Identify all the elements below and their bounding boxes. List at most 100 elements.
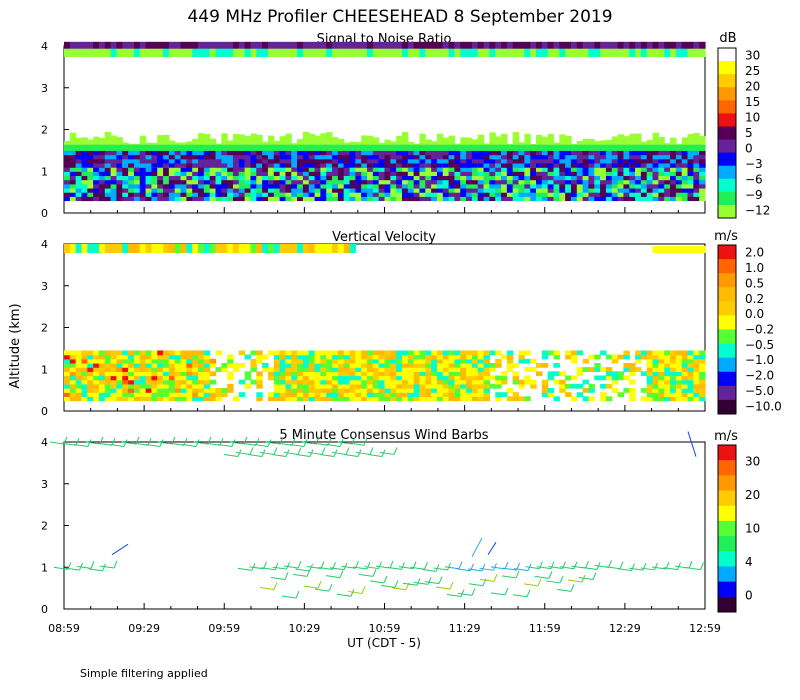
snr-cell (646, 162, 654, 168)
snr-cell (553, 48, 560, 58)
velocity-cell (687, 375, 694, 381)
snr-cell (536, 171, 543, 177)
snr-cell (221, 144, 228, 151)
snr-cell (559, 158, 566, 164)
wind-barb (351, 436, 356, 445)
velocity-cell (396, 388, 403, 393)
velocity-cell (349, 375, 356, 381)
velocity-cell (687, 371, 694, 377)
wind-barb (343, 454, 359, 458)
snr-cell (530, 192, 537, 197)
velocity-cell (378, 367, 386, 372)
snr-cell (658, 162, 665, 168)
velocity-cell (401, 388, 409, 393)
velocity-cell (163, 350, 170, 356)
velocity-cell (553, 396, 560, 402)
velocity-cell (518, 383, 525, 389)
snr-cell (349, 171, 356, 177)
snr-cell (64, 192, 71, 197)
velocity-cell (75, 244, 83, 253)
snr-cell (343, 144, 351, 151)
colorbar-unit-velocity: m/s (714, 229, 738, 244)
snr-cell (378, 167, 386, 172)
snr-cell (291, 154, 298, 160)
velocity-cell (547, 375, 555, 381)
snr-cell (553, 144, 560, 151)
snr-cell (186, 144, 193, 151)
velocity-cell (553, 379, 560, 385)
velocity-cell (151, 362, 158, 368)
velocity-cell (413, 396, 421, 402)
velocity-cell (122, 367, 129, 372)
velocity-cell (267, 350, 275, 356)
snr-cell (256, 171, 263, 177)
snr-cell (559, 134, 566, 145)
snr-cell (506, 167, 514, 172)
velocity-cell (384, 367, 391, 372)
velocity-cell (279, 388, 287, 393)
snr-cell (675, 179, 683, 185)
snr-cell (203, 179, 211, 185)
snr-cell (460, 162, 467, 168)
wind-barb (260, 567, 276, 571)
snr-cell (367, 144, 374, 151)
snr-cell (157, 150, 164, 156)
snr-cell (157, 48, 164, 58)
velocity-cell (407, 383, 415, 389)
velocity-cell (192, 367, 199, 372)
snr-cell (198, 133, 205, 145)
snr-cell (413, 175, 421, 181)
snr-cell (448, 48, 456, 58)
snr-cell (483, 41, 490, 49)
velocity-cell (285, 354, 292, 360)
velocity-cell (244, 383, 252, 389)
colorbar-swatch (718, 520, 736, 537)
velocity-cell (501, 379, 508, 385)
snr-cell (541, 167, 549, 172)
velocity-cell (337, 371, 345, 377)
snr-cell (192, 162, 199, 168)
panel-title-velocity: Vertical Velocity (332, 230, 436, 245)
snr-cell (139, 162, 147, 168)
velocity-cell (320, 379, 327, 385)
velocity-cell (693, 388, 700, 393)
snr-cell (646, 183, 654, 189)
snr-cell (192, 175, 199, 181)
snr-cell (471, 162, 479, 168)
velocity-cell (518, 396, 525, 402)
velocity-cell (646, 375, 654, 381)
snr-cell (582, 144, 590, 151)
velocity-cell (431, 354, 438, 360)
snr-cell (203, 48, 211, 58)
snr-cell (489, 144, 496, 151)
snr-cell (326, 48, 333, 58)
snr-cell (104, 131, 112, 145)
snr-cell (413, 41, 421, 49)
snr-cell (93, 167, 100, 172)
wind-barb (283, 451, 299, 455)
snr-cell (221, 162, 228, 168)
snr-cell (168, 183, 176, 189)
snr-cell (180, 162, 187, 168)
velocity-cell (192, 354, 199, 360)
snr-cell (664, 187, 671, 193)
velocity-cell (151, 396, 158, 402)
velocity-cell (576, 371, 584, 377)
velocity-cell (139, 371, 147, 377)
snr-cell (308, 192, 316, 197)
snr-cell (203, 171, 211, 177)
velocity-cell (699, 358, 706, 364)
snr-cell (267, 150, 275, 156)
velocity-cell (145, 392, 153, 397)
snr-cell (349, 179, 356, 185)
wind-barb (157, 441, 173, 445)
velocity-cell (349, 392, 356, 397)
colorbar-label: −1.0 (745, 353, 774, 367)
velocity-cell (512, 392, 520, 397)
velocity-cell (471, 375, 479, 381)
wind-barb (456, 568, 471, 572)
velocity-cell (192, 388, 199, 393)
velocity-cell (372, 379, 380, 385)
snr-cell (431, 48, 438, 58)
velocity-cell (174, 375, 182, 381)
